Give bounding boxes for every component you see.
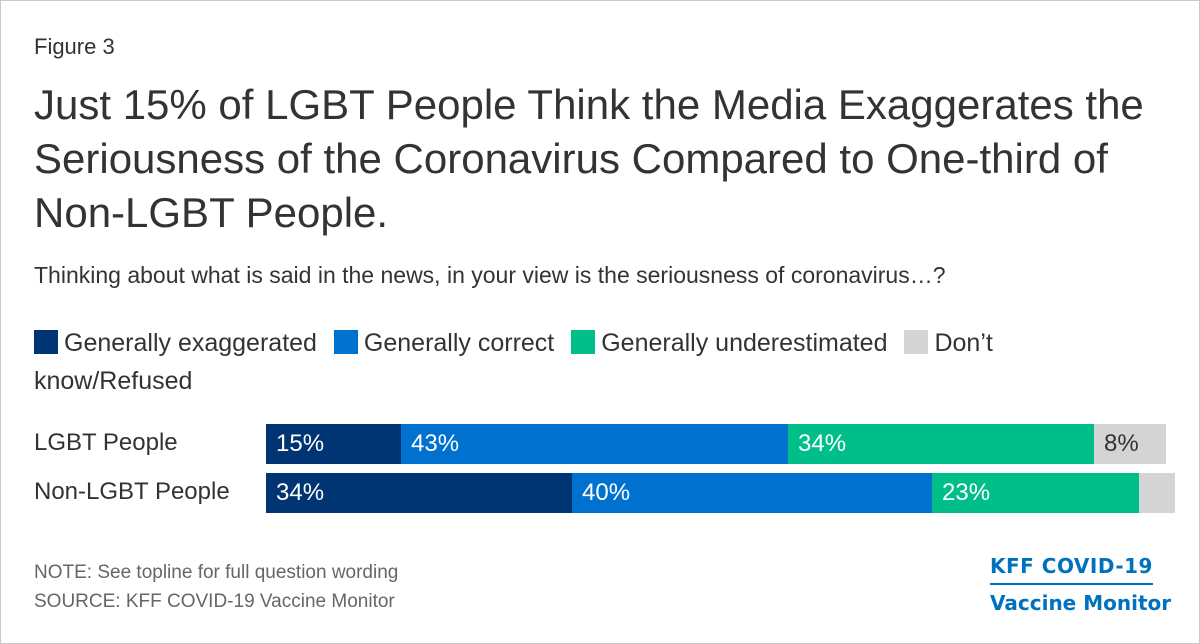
chart-title: Just 15% of LGBT People Think the Media … [34, 81, 1144, 236]
legend-item-correct: Generally correct [333, 329, 555, 357]
chart-subtitle: Thinking about what is said in the news,… [34, 262, 946, 288]
bar-data-label: 23% [942, 479, 991, 506]
legend-item-underestimated: Generally underestimated [571, 329, 888, 357]
bar-segment [266, 424, 401, 464]
legend: Generally exaggerated Generally correct … [34, 324, 1164, 400]
logo-line-1: KFF COVID-19 [990, 550, 1153, 585]
legend-swatch [34, 330, 58, 354]
legend-label: Generally underestimated [601, 329, 888, 357]
bar-data-label: 43% [411, 430, 460, 457]
source-text: SOURCE: KFF COVID-19 Vaccine Monitor [34, 591, 395, 612]
legend-label: Don’t know/Refused [34, 329, 993, 395]
legend-swatch [904, 330, 929, 354]
legend-item-exaggerated: Generally exaggerated [34, 329, 317, 357]
legend-label: Generally exaggerated [64, 329, 317, 357]
category-label-lgbt: LGBT People [34, 429, 178, 456]
legend-swatch [333, 330, 358, 354]
category-label-non-lgbt: Non-LGBT People [34, 478, 230, 505]
legend-label: Generally correct [363, 329, 555, 357]
bar-segment [788, 424, 1094, 464]
bar-segment [1094, 424, 1166, 464]
bar-data-label: 34% [798, 430, 847, 457]
bar-segment [401, 424, 788, 464]
source-note: NOTE: See topline for full question word… [34, 558, 398, 616]
note-text: NOTE: See topline for full question word… [34, 562, 399, 583]
legend-swatch [571, 330, 596, 354]
bar-data-label: 15% [276, 430, 325, 457]
logo-line-2: Vaccine Monitor [990, 591, 1172, 615]
bar-data-label: 8% [1104, 430, 1139, 457]
kff-logo: KFF COVID-19 Vaccine Monitor [990, 550, 1171, 619]
bar-segment [572, 473, 932, 513]
bar-data-label: 40% [582, 479, 631, 506]
bar-segment [1139, 473, 1175, 513]
bar-data-label: 34% [276, 479, 325, 506]
stacked-bar-area: 15% 43% 34% 8% 34% 40% 23% [266, 424, 1175, 518]
bar-segment [266, 473, 572, 513]
bar-segment [932, 473, 1139, 513]
legend-item-dont-know: Don’t know/Refused [34, 329, 993, 395]
figure-label: Figure 3 [34, 34, 115, 59]
